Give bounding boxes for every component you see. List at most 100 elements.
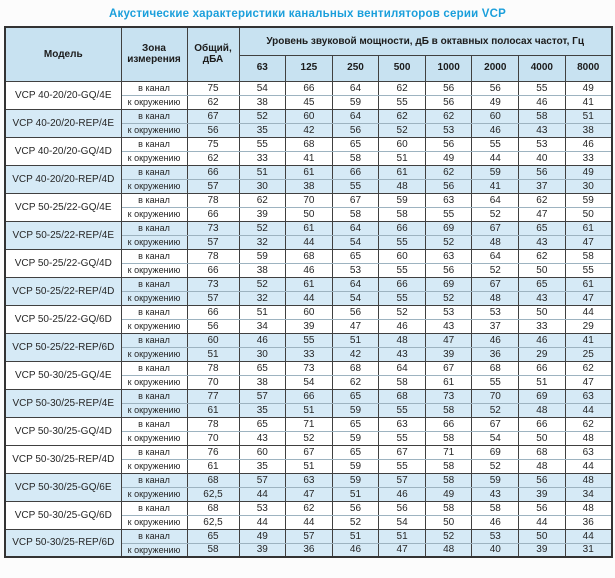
band-63-cell: 44 [238,487,287,502]
band-125-cell: 66 [285,388,333,404]
total-dba-cell: 60 [186,332,240,348]
band-2000-cell: 68 [471,360,520,376]
band-2000-cell: 67 [471,220,520,236]
header-octave-title: Уровень звуковой мощности, дБ в октавных… [238,26,613,56]
band-1000-cell: 63 [424,192,473,208]
band-125-cell: 67 [285,444,333,460]
band-1000-cell: 73 [424,388,473,404]
band-63-cell: 34 [238,319,287,334]
total-dba-cell: 56 [186,319,240,334]
band-8000-cell: 44 [564,459,613,474]
band-4000-cell: 58 [518,108,566,124]
total-dba-cell: 61 [186,403,240,418]
total-dba-cell: 57 [186,179,240,194]
band-4000-cell: 48 [518,403,566,418]
band-250-cell: 65 [331,416,380,432]
band-500-cell: 55 [378,263,426,278]
band-1000-cell: 49 [424,151,473,166]
band-2000-cell: 46 [471,515,520,530]
band-2000-cell: 67 [471,276,520,292]
model-cell: VCP 50-30/25-GQ/6D [4,500,122,530]
band-8000-cell: 41 [564,95,613,110]
band-500-cell: 58 [378,375,426,390]
band-125-cell: 42 [285,123,333,138]
band-250-cell: 59 [331,403,380,418]
band-125-cell: 44 [285,235,333,250]
table-row-ambient: к окружению 62,5 44 44 52 54 50 46 44 36 [5,515,613,530]
band-250-cell: 68 [331,360,380,376]
band-500-cell: 52 [378,123,426,138]
model-cell: VCP 40-20/20-REP/4D [4,164,122,194]
band-125-cell: 60 [285,304,333,320]
band-8000-cell: 47 [564,375,613,390]
zone-cell: к окружению [120,151,188,166]
zone-cell: к окружению [120,515,188,530]
table-row-ambient: к окружению 61 35 51 59 55 58 52 48 44 [5,403,613,418]
band-63-cell: 54 [238,80,287,96]
zone-cell: к окружению [120,95,188,110]
band-1000-cell: 58 [424,403,473,418]
band-4000-cell: 44 [518,515,566,530]
band-250-cell: 54 [331,291,380,306]
band-250-cell: 58 [331,151,380,166]
band-2000-cell: 48 [471,291,520,306]
zone-cell: в канал [120,80,188,96]
model-cell: VCP 50-25/22-REP/4D [4,276,122,306]
band-125-cell: 36 [285,543,333,558]
zone-cell: к окружению [120,347,188,362]
band-125-cell: 55 [285,332,333,348]
band-500-cell: 62 [378,108,426,124]
band-2000-cell: 36 [471,347,520,362]
band-125-cell: 45 [285,95,333,110]
band-8000-cell: 58 [564,248,613,264]
band-250-cell: 58 [331,207,380,222]
band-63-cell: 51 [238,164,287,180]
band-8000-cell: 51 [564,108,613,124]
total-dba-cell: 66 [186,207,240,222]
band-2000-cell: 56 [471,80,520,96]
band-63-cell: 30 [238,347,287,362]
band-250-cell: 56 [331,304,380,320]
band-500-cell: 52 [378,304,426,320]
header-model: Модель [4,26,122,82]
model-cell: VCP 50-25/22-REP/6D [4,332,122,362]
band-8000-cell: 36 [564,515,613,530]
band-125-cell: 71 [285,416,333,432]
band-250-cell: 62 [331,375,380,390]
band-63-cell: 55 [238,136,287,152]
band-63-cell: 35 [238,459,287,474]
band-1000-cell: 52 [424,291,473,306]
band-125-cell: 60 [285,108,333,124]
band-500-cell: 55 [378,403,426,418]
band-2000-cell: 60 [471,108,520,124]
band-8000-cell: 62 [564,416,613,432]
band-8000-cell: 47 [564,291,613,306]
band-2000-cell: 44 [471,151,520,166]
band-125-cell: 70 [285,192,333,208]
total-dba-cell: 70 [186,375,240,390]
band-2000-cell: 53 [471,304,520,320]
model-cell: VCP 50-30/25-REP/6D [4,528,122,558]
table-row-duct: VCP 40-20/20-REP/4E в канал 67 52 60 64 62 62 60… [4,108,613,138]
band-1000-cell: 53 [424,304,473,320]
band-63-cell: 35 [238,123,287,138]
total-dba-cell: 62,5 [186,515,240,530]
band-500-cell: 46 [378,319,426,334]
band-1000-cell: 56 [424,95,473,110]
total-dba-cell: 66 [186,263,240,278]
band-1000-cell: 63 [424,248,473,264]
band-4000-cell: 68 [518,444,566,460]
band-1000-cell: 62 [424,108,473,124]
band-125-cell: 44 [285,291,333,306]
band-250-cell: 53 [331,263,380,278]
band-8000-cell: 59 [564,192,613,208]
table-row-duct: VCP 50-30/25-GQ/4D в канал 78 65 71 65 63 66 67 6… [4,416,613,446]
band-1000-cell: 58 [424,472,473,488]
band-250-cell: 51 [331,332,380,348]
band-63-cell: 30 [238,179,287,194]
band-4000-cell: 65 [518,276,566,292]
band-1000-cell: 56 [424,80,473,96]
band-2000-cell: 46 [471,332,520,348]
band-500-cell: 55 [378,459,426,474]
band-125-cell: 52 [285,431,333,446]
